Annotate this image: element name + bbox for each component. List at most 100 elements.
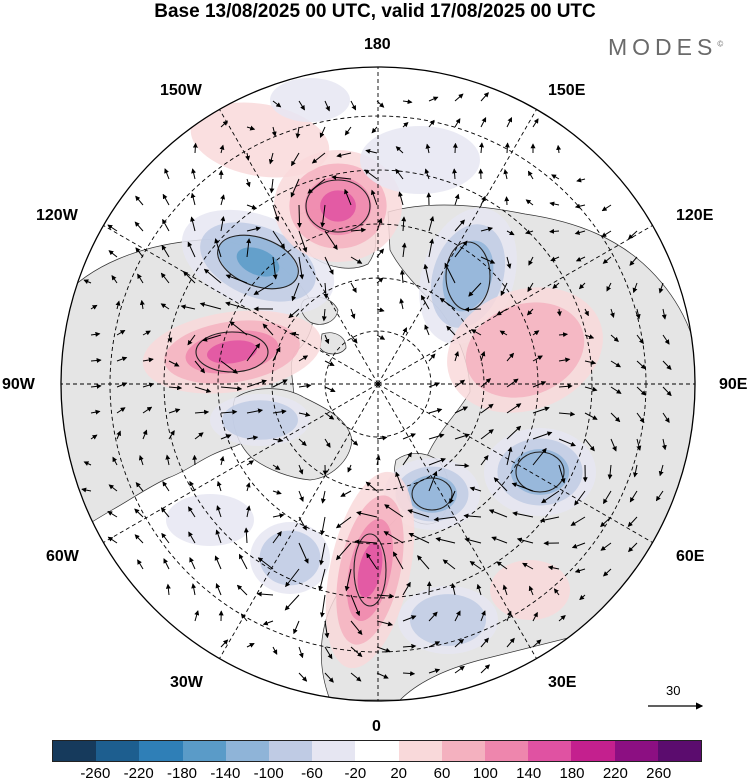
wind-vector [350,256,363,264]
wind-vector [407,509,430,518]
wind-vector [246,408,264,414]
wind-vector [454,351,460,362]
wind-vector [395,168,404,180]
legend-swatch [398,741,442,761]
wind-vector [399,298,405,310]
wind-vector [532,611,538,622]
wind-vector [571,542,586,549]
wind-vector [532,330,540,336]
wind-vector [454,118,461,128]
wind-vector [331,174,352,180]
legend-tick-label: 100 [472,765,498,782]
wind-vector [246,226,262,232]
wind-vector [574,203,586,209]
wind-vector [375,454,381,466]
meridian-line [377,109,537,385]
wind-vector [658,464,664,477]
lon-label-60w: 60W [46,548,79,565]
wind-vector [600,542,612,551]
wind-vector [384,504,404,518]
wind-vector [558,357,571,363]
wind-vector [344,126,352,136]
wind-vector [506,610,512,622]
wind-vector [454,379,466,388]
wind-vector [402,433,416,440]
wind-vector [424,168,430,180]
wind-vector [220,194,226,206]
wind-vector [190,216,196,232]
legend-tick-label: 220 [602,765,628,782]
wind-vector [296,204,302,228]
wind-vector [428,611,438,622]
wind-vector [522,562,534,570]
wind-vector [491,536,508,544]
wind-vector [425,143,431,154]
anomaly-contour-fill [320,190,356,222]
wind-vector [350,227,367,233]
wind-vector [164,168,170,180]
wind-vector [220,434,232,440]
wind-vector [324,672,334,683]
legend-tick-label: 60 [433,765,451,782]
wind-vector [214,238,222,258]
wind-vector [500,282,508,297]
wind-vector [215,529,222,544]
wind-vector [610,412,621,423]
wind-vector [635,308,641,320]
wind-vector [324,386,336,393]
legend-swatch [269,741,313,761]
legend-tick-label: -100 [253,765,284,782]
wind-vector [479,142,485,154]
wind-vector [454,610,461,622]
wind-vector [428,470,438,492]
wind-vector [298,100,305,111]
wind-vector [246,238,252,258]
wind-vector [454,406,469,414]
lon-label-90e: 90E [719,376,748,393]
wind-vector [632,464,638,478]
wind-vector [532,639,542,648]
wind-vector [111,275,118,284]
wind-vector [506,637,515,648]
wind-vector [298,355,309,362]
wind-vector [627,230,638,240]
legend-tick-label: 140 [516,765,542,782]
wind-vector [194,432,204,440]
wind-vector [376,435,388,441]
wind-vector [272,256,278,280]
wind-vector [395,146,404,154]
wind-vector [320,490,326,504]
wind-vector [442,559,456,570]
wind-vector [503,168,509,180]
wind-vector [464,306,482,312]
wind-vector [376,620,394,627]
wind-vector [527,170,534,180]
wind-vector [376,334,386,340]
wind-vector [556,308,562,317]
wind-vector [90,304,98,310]
wind-vector [268,152,274,165]
wind-vector [350,308,356,320]
wind-vector [272,513,285,519]
wind-vector [318,568,326,592]
wind-vector [574,490,586,506]
wind-vector [298,256,305,280]
anomaly-contour-fill [410,594,486,646]
wind-vector [324,100,330,112]
meridian-line [377,383,537,659]
wind-vector [350,672,362,682]
meridian-line [103,383,379,543]
meridian-line [219,109,379,385]
wind-vector [469,486,482,492]
wind-vector [541,490,560,504]
wind-vector [238,553,248,570]
wind-vector [516,537,534,544]
wind-vector [366,552,378,570]
wind-vector [335,516,352,529]
legend-tick-label: 20 [390,765,407,782]
wind-vector [220,386,243,392]
wind-vector [398,191,404,206]
legend-ticks: -260 -220 -180 -140 -100 -60 -20 20 60 100 140 180 2… [52,766,702,782]
wind-vector [324,646,333,660]
wind-vector [225,274,248,284]
